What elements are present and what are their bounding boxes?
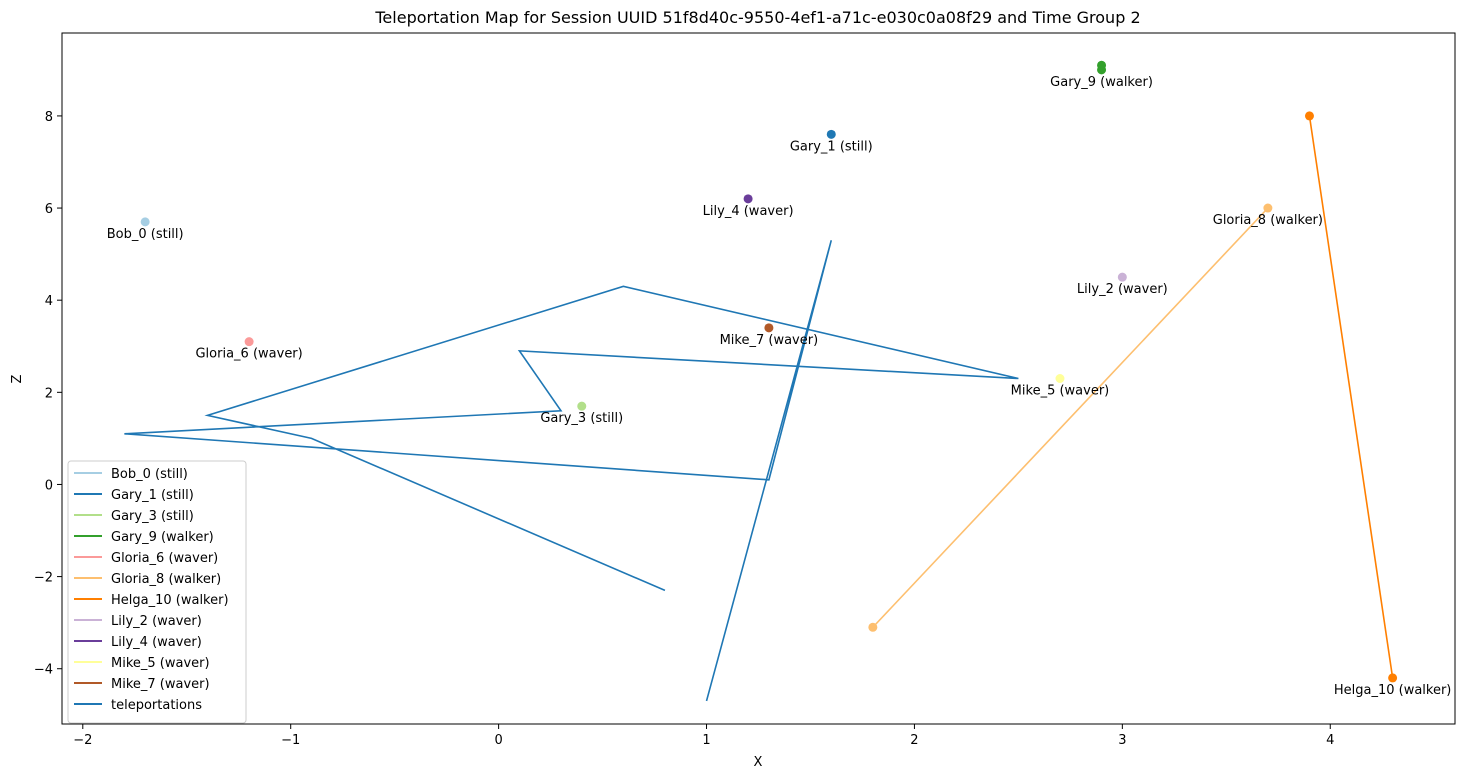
x-tick-label-3: 1 (702, 733, 710, 748)
data-point-6-0 (1304, 111, 1314, 121)
data-point-8-0 (743, 194, 753, 204)
x-axis-ticks: −2 −1 0 1 2 3 4 (73, 724, 1334, 748)
point-label-4: Gloria_6 (waver) (195, 347, 302, 362)
plot-points (140, 60, 1398, 683)
point-label-3: Gary_9 (walker) (1050, 75, 1153, 90)
data-point-5-0 (868, 622, 878, 632)
data-point-2-0 (577, 401, 587, 411)
point-label-8: Lily_4 (waver) (703, 204, 794, 219)
legend-label-0: Bob_0 (still) (111, 467, 188, 482)
chart-title: Teleportation Map for Session UUID 51f8d… (374, 8, 1140, 27)
x-tick-label-0: −2 (73, 733, 92, 748)
y-tick-label-3: 2 (45, 386, 53, 401)
plot-labels: Bob_0 (still) Gary_1 (still) Gary_3 (still… (107, 75, 1452, 698)
legend-label-4: Gloria_6 (waver) (111, 551, 218, 566)
plot-frame (61, 32, 1456, 725)
y-tick-label-0: −4 (34, 663, 53, 678)
point-label-1: Gary_1 (still) (790, 139, 873, 154)
legend-label-2: Gary_3 (still) (111, 509, 194, 524)
legend-label-3: Gary_9 (walker) (111, 530, 214, 545)
y-tick-label-6: 8 (45, 110, 53, 125)
point-label-6: Helga_10 (walker) (1334, 683, 1452, 698)
x-tick-label-1: −1 (281, 733, 300, 748)
y-tick-label-5: 6 (45, 202, 53, 217)
y-axis-label: Z (10, 374, 25, 383)
point-label-0: Bob_0 (still) (107, 227, 184, 242)
point-label-2: Gary_3 (still) (540, 411, 623, 426)
y-tick-label-2: 0 (45, 478, 53, 493)
data-point-5-1 (1263, 203, 1273, 213)
legend: Bob_0 (still) Gary_1 (still) Gary_3 (still… (67, 460, 247, 724)
x-tick-label-6: 4 (1326, 733, 1334, 748)
legend-label-1: Gary_1 (still) (111, 488, 194, 503)
x-tick-label-2: 0 (494, 733, 502, 748)
data-point-4-0 (244, 337, 254, 347)
x-tick-label-5: 3 (1118, 733, 1126, 748)
legend-label-11: teleportations (111, 698, 202, 713)
plot-lines (124, 65, 1394, 702)
data-point-3-1 (1097, 65, 1107, 75)
legend-label-7: Lily_2 (waver) (111, 614, 202, 629)
y-tick-label-1: −2 (34, 571, 53, 586)
legend-label-5: Gloria_8 (walker) (111, 572, 221, 587)
point-label-7: Lily_2 (waver) (1077, 282, 1168, 297)
data-point-6-1 (1388, 673, 1398, 683)
data-point-10-0 (764, 323, 774, 333)
legend-label-8: Lily_4 (waver) (111, 635, 202, 650)
data-point-0-0 (140, 217, 150, 227)
data-point-9-0 (1055, 374, 1065, 383)
series-line-5 (872, 207, 1269, 628)
teleportation-path (124, 240, 1019, 702)
x-tick-label-4: 2 (910, 733, 918, 748)
legend-label-6: Helga_10 (walker) (111, 593, 229, 608)
series-line-6 (1308, 115, 1394, 679)
point-label-9: Mike_5 (waver) (1011, 384, 1110, 399)
x-axis-label: X (754, 755, 763, 770)
data-point-1-0 (826, 129, 836, 139)
point-label-10: Mike_7 (waver) (720, 333, 819, 348)
data-point-7-0 (1117, 272, 1127, 282)
legend-box (67, 460, 247, 724)
legend-label-9: Mike_5 (waver) (111, 656, 210, 671)
legend-label-10: Mike_7 (waver) (111, 677, 210, 692)
point-label-5: Gloria_8 (walker) (1213, 213, 1323, 228)
y-axis-ticks: −4 −2 0 2 4 6 8 (34, 110, 62, 678)
y-tick-label-4: 4 (45, 294, 53, 309)
